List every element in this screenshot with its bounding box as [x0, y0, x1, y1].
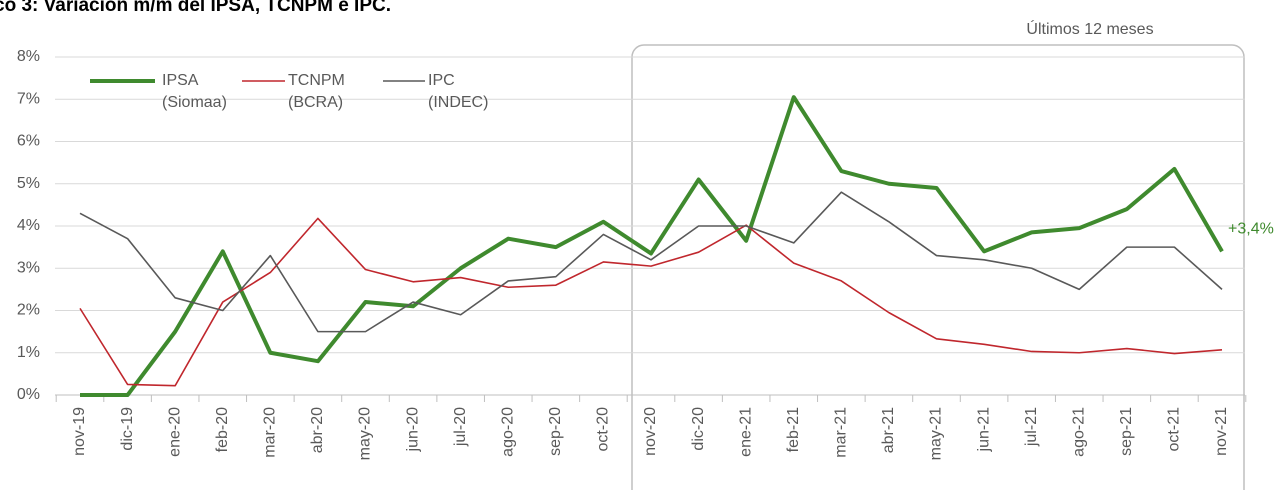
x-tick-label: sep-20 — [547, 407, 564, 456]
x-tick-label: dic-19 — [119, 407, 136, 451]
x-tick-label: ago-21 — [1070, 407, 1087, 457]
x-tick-label: abr-20 — [309, 407, 326, 453]
highlight-box — [631, 44, 1245, 490]
y-tick-label: 6% — [17, 133, 40, 150]
x-tick-label: mar-21 — [833, 407, 850, 458]
x-tick-label: jun-20 — [404, 407, 421, 453]
legend-label: TCNPM (BCRA) — [288, 72, 345, 111]
x-tick-label: may-21 — [928, 407, 945, 460]
chart-title: co 3: Variación m/m del IPSA, TCNPM e IP… — [0, 0, 391, 16]
x-tick-label: nov-19 — [71, 407, 88, 456]
y-tick-label: 5% — [17, 175, 40, 192]
x-tick-label: jul-20 — [452, 407, 469, 447]
x-tick-label: nov-20 — [642, 407, 659, 456]
x-tick-label: dic-20 — [690, 407, 707, 451]
x-tick-label: jul-21 — [1023, 407, 1040, 447]
y-tick-label: 3% — [17, 259, 40, 276]
annotation: Últimos 12 meses — [1026, 19, 1153, 38]
x-tick-label: feb-20 — [214, 407, 231, 452]
series-line — [79, 191, 1223, 333]
series-line — [79, 217, 1223, 387]
x-tick-label: sep-21 — [1118, 407, 1135, 456]
x-tick-label: may-20 — [357, 407, 374, 460]
y-tick-label: 7% — [17, 90, 40, 107]
legend-label: IPSA (Siomaa) — [162, 72, 227, 111]
y-tick-label: 8% — [17, 48, 40, 65]
x-tick-label: oct-20 — [595, 407, 612, 452]
series-line — [80, 95, 1224, 397]
x-tick-label: oct-21 — [1166, 407, 1183, 452]
x-tick-label: feb-21 — [785, 407, 802, 452]
y-tick-label: 4% — [17, 217, 40, 234]
x-tick-label: ene-21 — [737, 407, 754, 457]
legend-label: IPC (INDEC) — [428, 72, 488, 111]
y-tick-label: 0% — [17, 386, 40, 403]
x-tick-label: ene-20 — [166, 407, 183, 457]
data-label: +3,4% — [1228, 221, 1274, 238]
x-tick-label: mar-20 — [262, 407, 279, 458]
x-tick-label: nov-21 — [1213, 407, 1230, 456]
y-tick-label: 2% — [17, 302, 40, 319]
x-tick-label: jun-21 — [975, 407, 992, 453]
x-tick-label: ago-20 — [499, 407, 516, 457]
y-tick-label: 1% — [17, 344, 40, 361]
x-tick-label: abr-21 — [880, 407, 897, 453]
